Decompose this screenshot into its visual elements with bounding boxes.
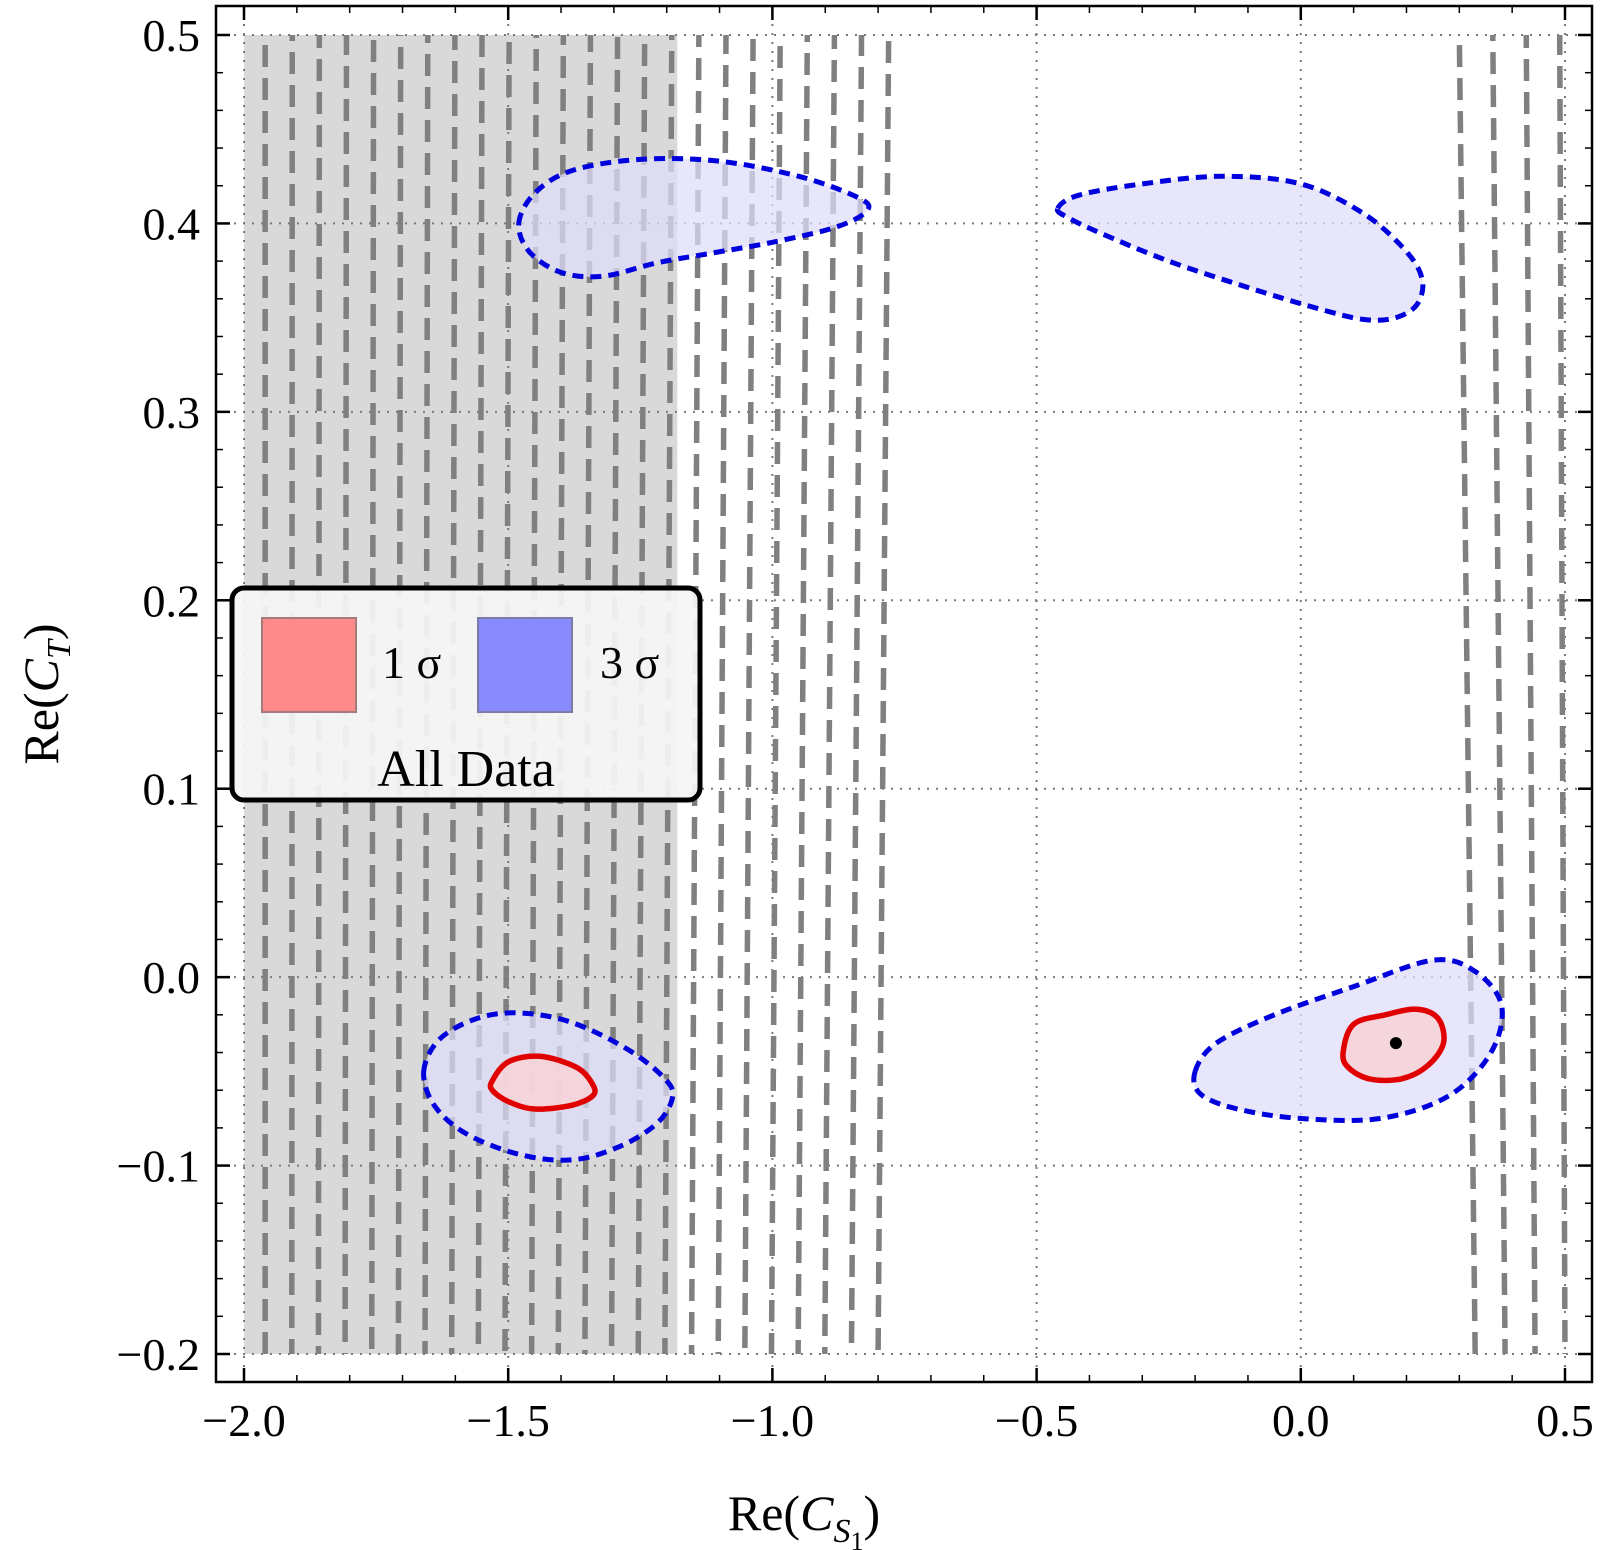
dashed-constraint-line	[848, 34, 865, 1355]
y-tick-label: 0.1	[143, 764, 201, 815]
y-tick-label: 0.0	[143, 952, 201, 1003]
y-tick-label: 0.3	[143, 387, 201, 438]
dashed-constraint-line	[875, 34, 892, 1355]
y-tick-label: −0.1	[117, 1141, 200, 1192]
dashed-constraint-line	[1556, 34, 1568, 1355]
y-tick-label: 0.2	[143, 575, 201, 626]
dashed-constraint-line	[368, 34, 377, 1355]
legend: 1 σ 3 σ All Data	[229, 585, 703, 803]
dashed-constraint-line	[715, 34, 729, 1355]
dashed-constraint-line	[1456, 34, 1478, 1355]
legend-label-sigma1: 1 σ	[382, 637, 442, 688]
legend-swatch-sigma3	[477, 617, 573, 713]
y-tick-label: 0.5	[143, 10, 201, 61]
dashed-constraint-line	[795, 34, 811, 1355]
contour-3sigma-upper-right	[1054, 173, 1426, 323]
dashed-constraint-line	[1490, 34, 1508, 1355]
legend-title: All Data	[377, 741, 555, 798]
legend-label-sigma3: 3 σ	[600, 637, 660, 688]
contour-1sigma-lower-left	[487, 1053, 598, 1112]
plot-frame	[214, 4, 1594, 1384]
contour-3sigma-upper-left	[516, 156, 872, 280]
dashed-constraint-line	[768, 34, 783, 1355]
y-axis-title: Re(CT)	[13, 623, 78, 764]
x-tick-label: −1.5	[466, 1395, 549, 1446]
x-tick-label: −1.0	[731, 1395, 814, 1446]
dashed-constraint-line	[742, 34, 756, 1355]
x-axis-title: Re(CS1)	[728, 1485, 880, 1550]
x-tick-label: −2.0	[202, 1395, 285, 1446]
x-tick-label: −0.5	[995, 1395, 1078, 1446]
x-tick-label: 0.5	[1536, 1395, 1594, 1446]
dashed-constraint-line	[822, 34, 838, 1355]
x-tick-label: 0.0	[1272, 1395, 1330, 1446]
dashed-constraint-line	[1523, 34, 1538, 1355]
legend-swatch-sigma1	[261, 617, 357, 713]
y-tick-label: −0.2	[117, 1329, 200, 1380]
y-tick-label: 0.4	[143, 198, 201, 249]
best-fit-point	[1389, 1037, 1402, 1050]
